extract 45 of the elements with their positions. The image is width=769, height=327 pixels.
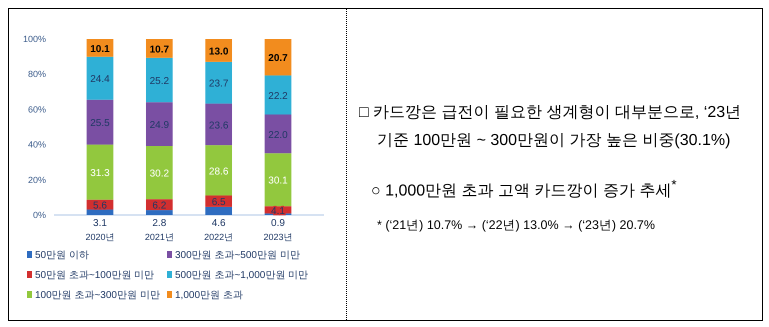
legend-label: 500만원 초과~1,000만원 미만 [175, 270, 308, 281]
data-label: 5.6 [93, 200, 108, 212]
y-tick-label: 20% [28, 174, 46, 185]
legend-label: 50만원 초과~100만원 미만 [35, 270, 154, 281]
data-label: 23.7 [208, 78, 229, 90]
data-label: 30.1 [268, 176, 288, 187]
data-label: 30.2 [150, 168, 170, 180]
text: □ 카드깡은 급전이 필요한 생계형이 대부분으로, ‘23년 기준 100만원 ~ 300만원이 가장 높은 비중(30.1%) [359, 103, 742, 151]
data-label: 24.9 [150, 120, 170, 132]
data-label: 28.6 [208, 166, 229, 178]
data-label: 25.5 [90, 118, 110, 130]
y-tick-label: 0% [32, 210, 46, 220]
y-tick-label: 80% [28, 69, 46, 80]
data-label: 23.6 [208, 120, 229, 132]
y-tick-label: 100% [22, 34, 46, 44]
data-label: 3.1 [93, 218, 108, 229]
text: ○ 1,000만원 초과 고액 카드깡이 증가 추세$^{*}$ [370, 176, 678, 202]
bar [146, 210, 173, 215]
data-label: 22.2 [268, 90, 288, 102]
bar [86, 210, 114, 215]
data-label: 22.0 [268, 130, 288, 141]
x-tick-label: 2022년 [204, 232, 234, 242]
data-label: 10.1 [90, 44, 110, 55]
data-label: 25.2 [150, 76, 170, 88]
legend-label: 50만원 이하 [35, 250, 89, 261]
data-label: 10.7 [150, 44, 170, 56]
data-label: 6.2 [152, 200, 167, 212]
data-label: 6.5 [212, 197, 226, 208]
y-tick-label: 40% [28, 140, 46, 150]
data-label: 2.8 [152, 218, 167, 229]
data-label: 20.7 [268, 53, 288, 64]
y-tick-label: 60% [28, 104, 46, 114]
text: * (‘21년) 10.7% → (‘22년) 13.0% → (‘23년) 20.7% [376, 217, 656, 234]
x-tick-label: 2020년 [85, 232, 115, 242]
data-label: 31.3 [90, 168, 110, 180]
data-label: 13.0 [208, 46, 229, 58]
x-tick-label: 2023년 [263, 232, 293, 242]
bar [205, 206, 232, 215]
x-tick-label: 2021년 [144, 232, 174, 242]
data-label: 24.4 [90, 74, 110, 86]
legend-label: 100만원 초과~300만원 미만 [35, 290, 160, 301]
data-label: 4.6 [212, 218, 226, 229]
legend-label: 300만원 초과~500만원 미만 [175, 250, 300, 261]
data-label: 0.9 [271, 218, 286, 229]
legend-label: 1,000만원 초과 [175, 290, 243, 301]
